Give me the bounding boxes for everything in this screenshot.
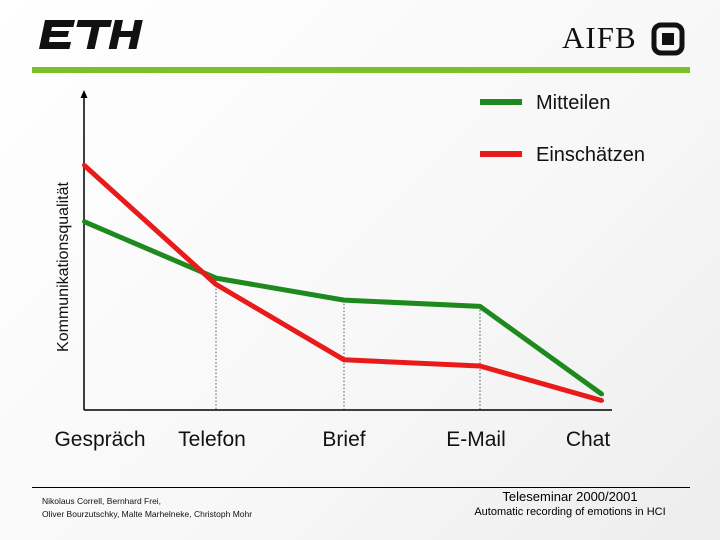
authors-line-1: Nikolaus Correll, Bernhard Frei, bbox=[42, 496, 162, 506]
seminar-info: Teleseminar 2000/2001 Automatic recordin… bbox=[455, 489, 685, 519]
data-point bbox=[478, 364, 482, 369]
series-line-2 bbox=[82, 163, 603, 404]
data-point bbox=[342, 298, 346, 303]
aifb-logo-mark bbox=[651, 22, 685, 56]
data-point bbox=[214, 276, 218, 281]
x-tick-label: Chat bbox=[566, 428, 611, 451]
authors-line-2: Oliver Bourzutschky, Malte Marhelneke, C… bbox=[42, 509, 253, 519]
aifb-logo: AIFB bbox=[562, 20, 637, 55]
legend-label: Einschätzen bbox=[536, 144, 645, 166]
x-tick-label: E-Mail bbox=[446, 428, 506, 451]
y-axis-label: Kommunikationsqualität bbox=[55, 182, 72, 352]
series-line-1 bbox=[83, 219, 604, 397]
data-point bbox=[342, 357, 346, 362]
x-tick-label: Gespräch bbox=[54, 428, 145, 451]
data-point bbox=[82, 219, 86, 224]
data-point bbox=[478, 304, 482, 309]
data-point bbox=[214, 282, 218, 287]
x-tick-label: Brief bbox=[322, 428, 365, 451]
y-axis-arrow bbox=[80, 90, 88, 98]
legend-label: Mitteilen bbox=[536, 92, 610, 114]
header-divider bbox=[32, 67, 690, 73]
x-tick-label: Telefon bbox=[178, 428, 246, 451]
data-point bbox=[600, 392, 604, 397]
data-point bbox=[600, 398, 604, 403]
seminar-subtitle: Automatic recording of emotions in HCI bbox=[474, 506, 666, 518]
eth-logo bbox=[39, 20, 143, 49]
data-point bbox=[82, 163, 86, 168]
author-list: Nikolaus Correll, Bernhard Frei, Oliver … bbox=[42, 495, 252, 521]
footer-divider bbox=[32, 487, 690, 488]
seminar-title: Teleseminar 2000/2001 bbox=[502, 489, 638, 504]
